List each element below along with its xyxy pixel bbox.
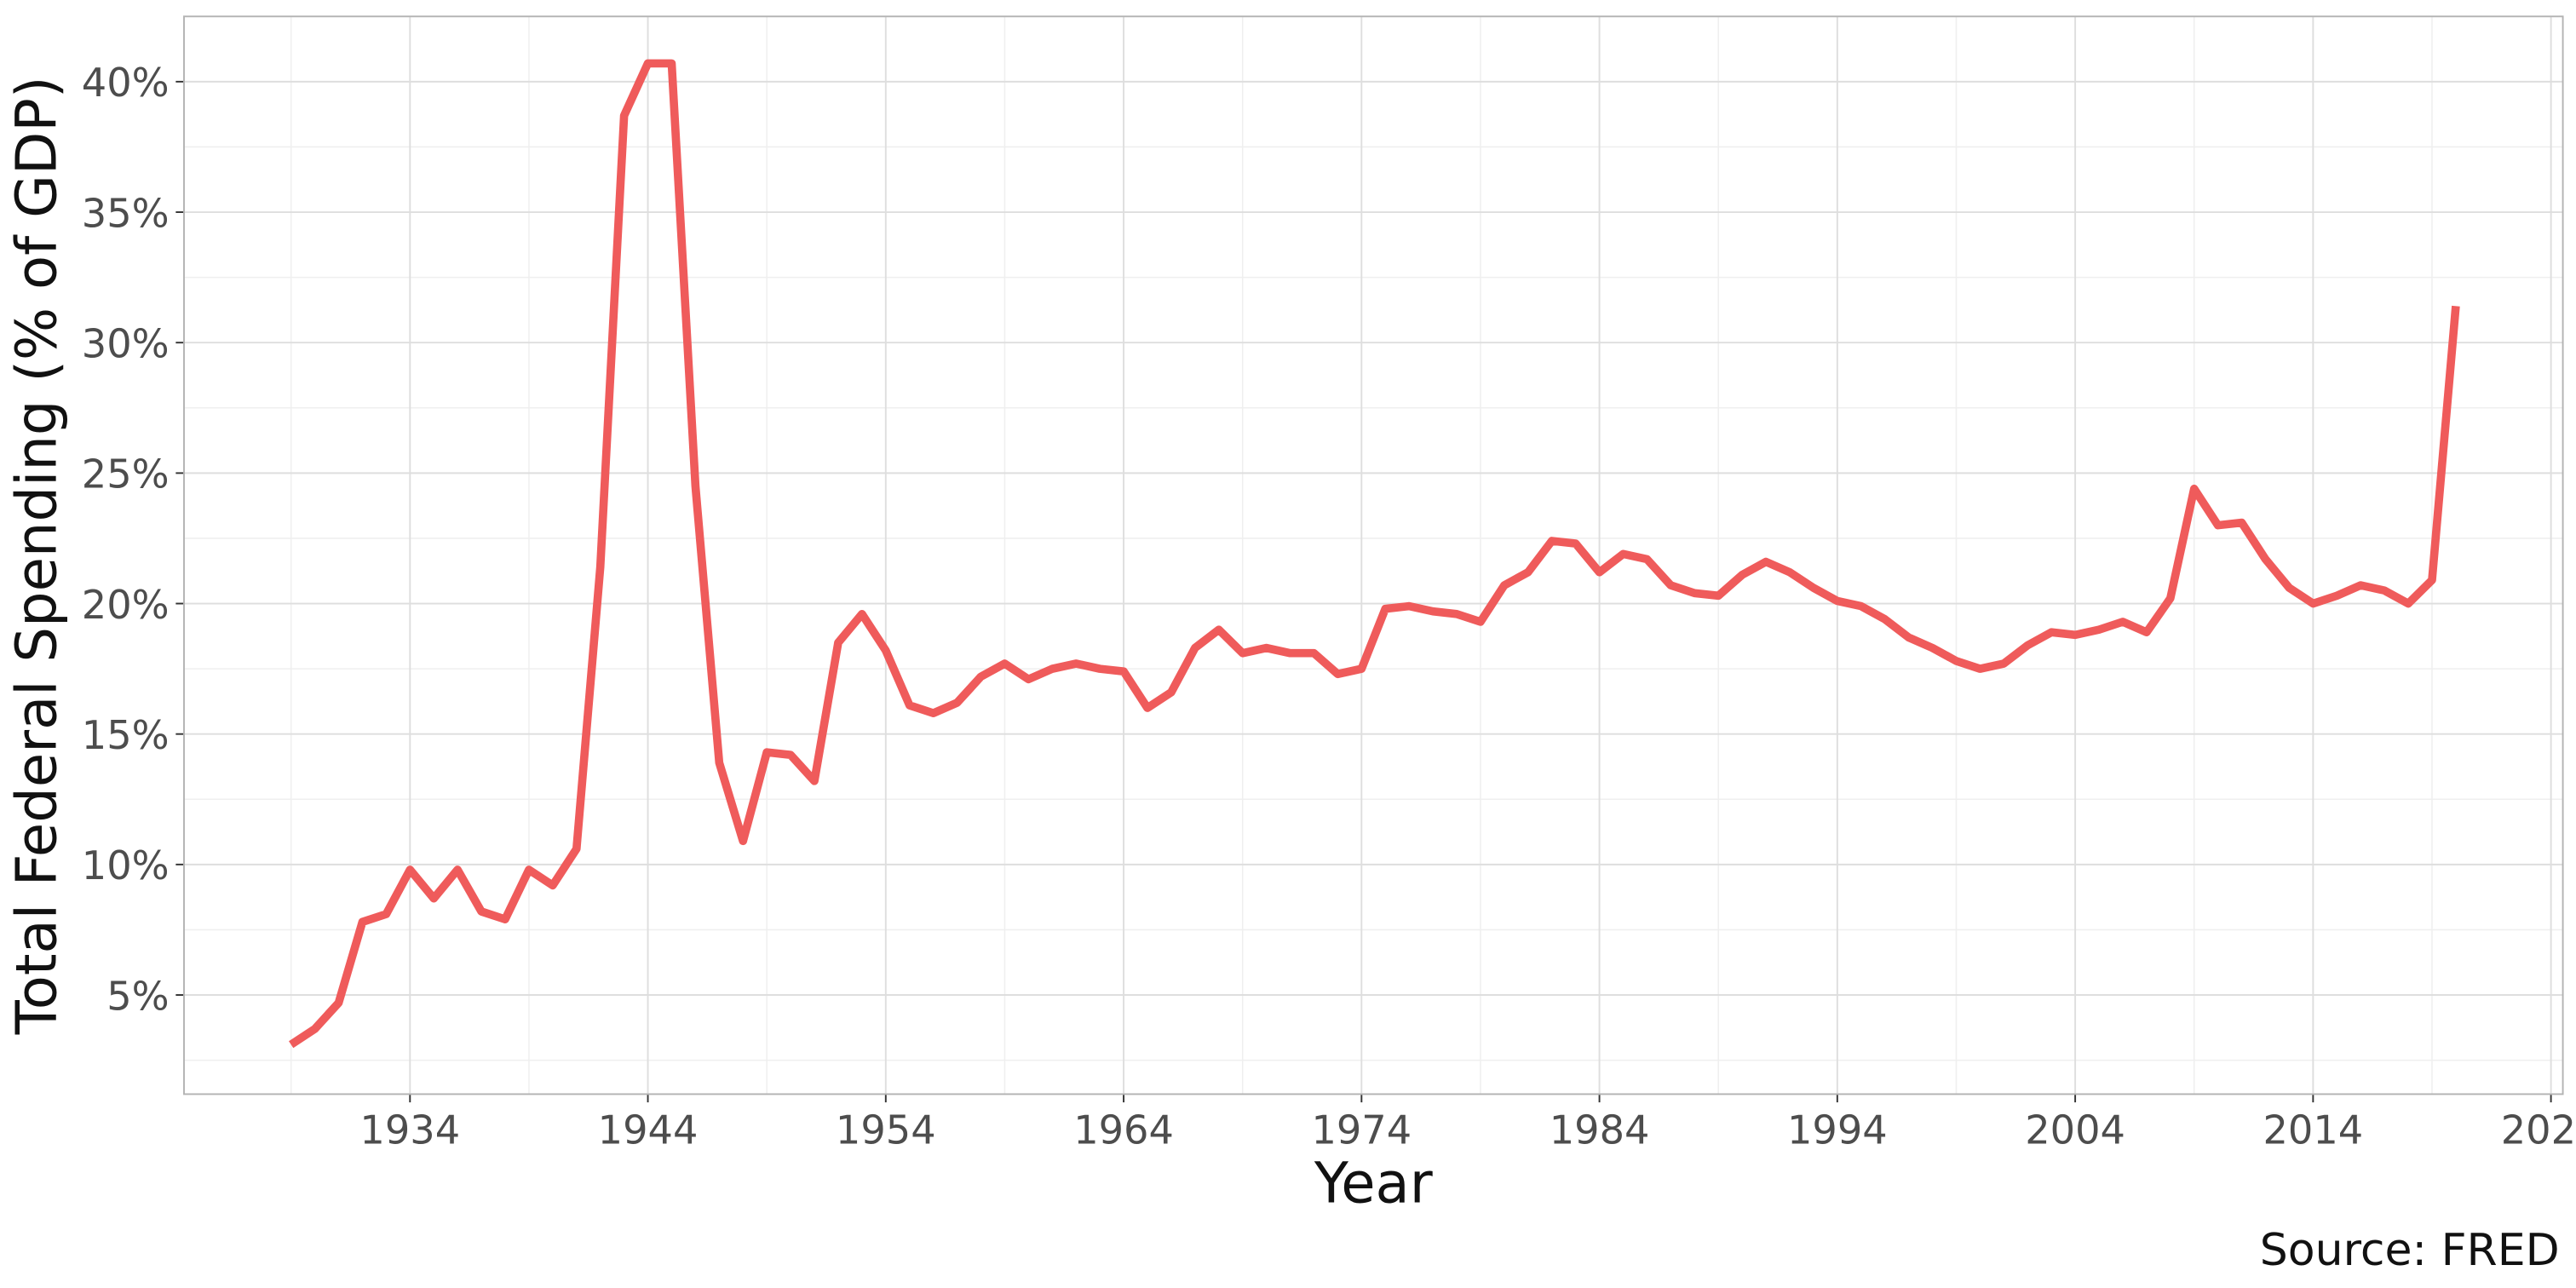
y-tick-label: 35% <box>82 190 170 236</box>
panel-border <box>183 15 2564 1095</box>
y-tick-label: 10% <box>82 842 170 888</box>
x-tick-label: 1944 <box>598 1107 699 1153</box>
y-axis-title: Total Federal Spending (% of GDP) <box>5 77 70 1036</box>
y-tick-label: 30% <box>82 321 170 367</box>
y-tick-label: 15% <box>82 712 170 758</box>
y-tick-label: 5% <box>106 973 169 1019</box>
y-tick-label: 25% <box>82 451 170 497</box>
x-axis-title: Year <box>1314 1152 1433 1216</box>
x-tick-label: 1964 <box>1073 1107 1174 1153</box>
y-tick-label: 40% <box>82 60 170 106</box>
x-tick-label: 1934 <box>359 1107 460 1153</box>
x-tick-label: 1954 <box>836 1107 936 1153</box>
x-tick-label: 1994 <box>1787 1107 1888 1153</box>
x-tick-label: 2024 <box>2501 1107 2576 1153</box>
x-tick-label: 1984 <box>1550 1107 1650 1153</box>
caption: Source: FRED <box>2260 1225 2560 1276</box>
y-tick-label: 20% <box>82 582 170 628</box>
x-tick-label: 2014 <box>2263 1107 2363 1153</box>
x-tick-label: 1974 <box>1311 1107 1412 1153</box>
x-tick-label: 2004 <box>2025 1107 2125 1153</box>
data-line <box>289 59 2460 1049</box>
